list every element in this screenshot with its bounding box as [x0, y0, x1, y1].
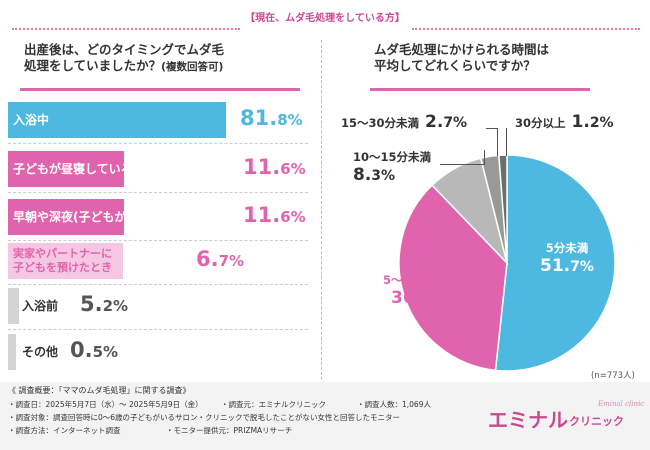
- bar: [8, 334, 16, 370]
- bar-value-label: 0. 5%: [70, 338, 119, 362]
- right-question-underline: [370, 88, 590, 91]
- left-question-underline: [20, 88, 300, 91]
- pie-label: 30分以上 1.2%: [515, 112, 614, 132]
- bar-row: その他 0. 5%: [8, 334, 308, 370]
- bar-value-label: 5. 2%: [80, 292, 129, 316]
- bar-row: 子どもが昼寝しているとき 11. 6%: [8, 151, 308, 187]
- bar-value-label: 81. 8%: [240, 106, 303, 130]
- row-separator: [8, 192, 308, 193]
- bar-category-label: 入浴前: [22, 299, 59, 313]
- footer: 《 調査概要：「ママのムダ毛処理」に関する調査》 ・調査日：2025年5月7日（…: [0, 382, 650, 450]
- leader-15-30-v: [497, 128, 498, 156]
- sample-size: (n=773人): [591, 371, 635, 381]
- brand-logo: エミナル: [488, 408, 568, 432]
- pie-label: 5分未満 51.7%: [540, 241, 594, 276]
- pie-slice: [494, 154, 616, 372]
- survey-period: ・調査日：2025年5月7日（水）〜 2025年5月9日（金）: [8, 400, 203, 409]
- row-separator: [8, 329, 308, 330]
- left-question-title: 出産後は、どのタイミングでムダ毛 処理をしていましたか？(複数回答可): [24, 42, 225, 73]
- bar-row: 入浴中 81. 8%: [8, 102, 308, 138]
- bar: [8, 199, 124, 235]
- bar: [8, 102, 226, 138]
- survey-title: 《 調査概要：「ママのムダ毛処理」に関する調査》: [8, 386, 191, 395]
- bar-row: 実家やパートナーに 子どもを預けたとき 6. 7%: [8, 243, 308, 279]
- header-dash-left: [12, 28, 240, 30]
- survey-method: ・調査方法：インターネット調査: [8, 426, 121, 435]
- bar: [8, 243, 123, 279]
- row-separator: [8, 240, 308, 241]
- survey-target: ・調査対象：調査回答時に0〜6歳の子どもがいるサロン・クリニックで脱毛したことが…: [8, 413, 401, 422]
- survey-source: ・調査元：エミナルクリニック: [221, 400, 326, 409]
- pie-chart: [398, 154, 616, 372]
- bar-category-label: その他: [22, 345, 59, 359]
- row-separator: [8, 143, 308, 144]
- pie-label: 10〜15分未満 8.3%: [353, 150, 432, 185]
- right-question-title: ムダ毛処理にかけられる時間は 平均してどれくらいですか？: [374, 42, 550, 73]
- leader-15-30-h: [486, 128, 498, 158]
- header-label: 【現在、ムダ毛処理をしている方】: [245, 13, 405, 24]
- survey-monitor: ・モニター提供元：PRIZMAリサーチ: [166, 426, 293, 435]
- bar-row: 早朝や深夜(子どもが寝たあと) 11. 6%: [8, 199, 308, 235]
- brand-logo-script: Eminal clinic: [598, 400, 645, 408]
- brand-logo-sub: クリニック: [569, 415, 624, 428]
- bar-category-label: 入浴中: [13, 113, 50, 127]
- pie-label: 15〜30分未満 2.7%: [341, 112, 468, 132]
- column-divider: [321, 40, 322, 380]
- bar-category-label: 子どもが昼寝しているとき: [13, 162, 157, 176]
- survey-count: ・調査人数：1,069人: [357, 400, 431, 409]
- bar: [8, 151, 124, 187]
- header-dash-right: [412, 28, 640, 30]
- bar-value-label: 6. 7%: [196, 247, 245, 271]
- pie-label: 5〜10分未満 36.1%: [383, 273, 454, 308]
- bar-category-label: 早朝や深夜(子どもが寝たあと): [13, 210, 180, 224]
- bar-category-label: 実家やパートナーに 子どもを預けたとき: [13, 247, 112, 274]
- row-separator: [8, 284, 308, 285]
- leader-30-plus: [506, 128, 507, 156]
- bar-value-label: 11. 6%: [243, 203, 306, 227]
- pie-slice: [398, 184, 508, 372]
- bar-value-label: 11. 6%: [243, 155, 306, 179]
- bar-row: 入浴前 5. 2%: [8, 288, 308, 324]
- bar: [8, 288, 19, 324]
- leader-10-15: [440, 150, 485, 165]
